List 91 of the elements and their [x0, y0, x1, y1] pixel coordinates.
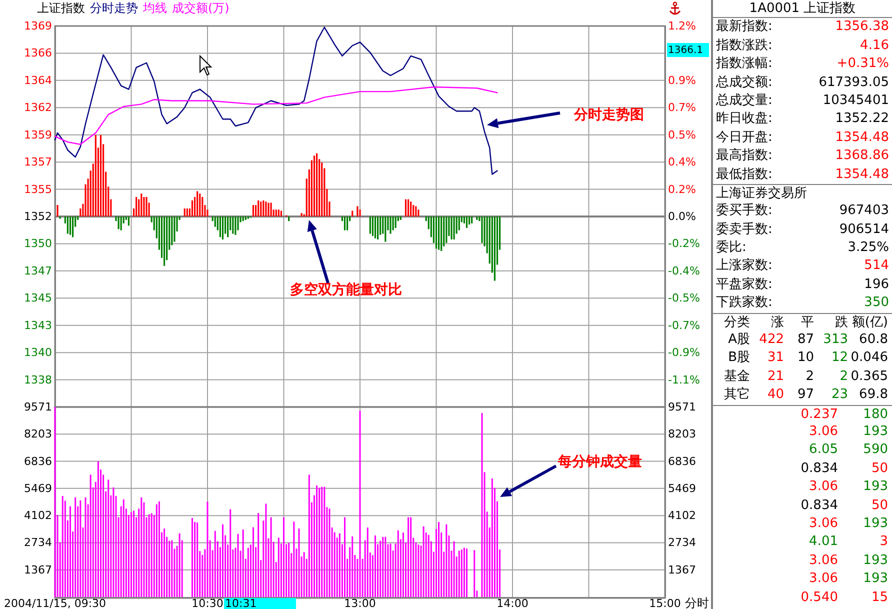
y2-tick-label: 1367 [668, 563, 696, 576]
y2-tick-label: -0.5% [668, 292, 700, 305]
y-tick-label: 1362 [24, 101, 52, 114]
text: 平盘家数: 196 [716, 276, 889, 292]
y-tick-label: 2734 [24, 536, 52, 550]
y2-tick-label: 9571 [668, 400, 696, 414]
text: A股 422 87 313 60.8 [727, 331, 888, 350]
y-tick-label: 1359 [24, 128, 52, 142]
y2-tick-label: 6836 [668, 454, 696, 468]
text: 基金 21 2 2 0.365 [724, 368, 888, 384]
text: 委比: 3.25% [716, 240, 889, 256]
y-tick-label: 1340 [24, 346, 52, 360]
y-tick-label: 6836 [24, 454, 52, 468]
y2-tick-label: 4102 [668, 509, 696, 522]
text: 指数涨跌: 4.16 [716, 38, 889, 53]
annotation: 多空双方能量对比 [290, 280, 402, 298]
text: 最低指数: 1354.48 [716, 166, 889, 182]
text: 4.01 3 [809, 534, 888, 550]
y-tick-label: 1338 [24, 373, 52, 386]
chart-title: 上证指数 [37, 1, 85, 15]
text: 总成交量: 10345401 [716, 92, 889, 108]
text: B股 31 10 12 0.046 [728, 350, 888, 366]
y2-tick-label: 0.4% [668, 156, 696, 169]
y-tick-label: 1367 [24, 563, 52, 576]
y2-tick-label: 0.2% [668, 182, 696, 196]
x-tick-label: 2004/11/15, 09:30 [4, 597, 106, 609]
text: 均线 [143, 1, 167, 15]
text: 分时走势 [90, 1, 138, 15]
y-tick-label: 1343 [24, 318, 52, 332]
y-tick-label: 1364 [24, 74, 52, 87]
text: 最高指数: 1368.86 [716, 148, 889, 164]
y-tick-label: 1357 [24, 156, 52, 169]
text: 3.06 193 [809, 479, 888, 494]
y2-tick-label: 0.9% [668, 74, 696, 87]
y2-tick-label: 5469 [668, 482, 696, 495]
y2-tick-label: -0.4% [668, 264, 700, 278]
y-tick-label: 1352 [24, 210, 52, 223]
y2-tick-label: -0.9% [668, 346, 700, 360]
text: 0.540 15 [800, 590, 888, 604]
y-tick-label: 1355 [24, 182, 52, 196]
y2-tick-label: 1.2% [668, 20, 696, 32]
text: 0.237 180 [800, 406, 888, 422]
text: 上涨家数: 514 [716, 258, 889, 274]
y-tick-label: 1347 [24, 264, 52, 278]
text: 指数涨幅: +0.31% [716, 56, 889, 72]
y-tick-label: 8203 [24, 428, 52, 441]
text: 0.834 50 [800, 460, 888, 476]
x-tick-label: 10:30 [192, 597, 224, 609]
line-series [54, 26, 498, 175]
annotation: 每分钟成交量 [557, 452, 642, 470]
y2-tick-label: 0.5% [668, 128, 696, 142]
text: 1A0001 上证指数 [713, 0, 892, 18]
y-tick-label: 1369 [24, 20, 52, 32]
text: 总成交额: 617393.05 [716, 74, 889, 90]
text: 1366.1 [668, 45, 703, 56]
text: 分类 涨 平 跌 额(亿) [724, 314, 888, 330]
y-tick-label: 4102 [24, 509, 52, 522]
text: 3.06 193 [809, 516, 888, 531]
y2-tick-label: -0.7% [668, 318, 700, 332]
x-tick-label: 14:00 [496, 597, 528, 609]
y2-tick-label: 8203 [668, 428, 696, 441]
text: 3.06 193 [809, 424, 888, 439]
x-tick-label: 13:00 [344, 597, 376, 609]
text: 0.834 50 [800, 498, 888, 513]
y-tick-label: 1350 [24, 237, 52, 250]
text: 最新指数: 1356.38 [716, 19, 889, 34]
y-tick-label: 1345 [24, 292, 52, 305]
y2-tick-label: 2734 [668, 536, 696, 550]
y2-tick-label: 0.0% [668, 210, 696, 223]
text: 委卖手数: 906514 [716, 222, 889, 237]
y2-tick-label: -1.1% [668, 373, 700, 386]
text: 昨日收盘: 1352.22 [716, 111, 889, 126]
x-tick-label: 15:00 [649, 597, 681, 609]
line-series [54, 86, 498, 145]
x-axis-title: 分时 [684, 596, 709, 609]
y2-tick-label: 0.7% [668, 101, 696, 114]
annotation: 10:31 [225, 597, 257, 609]
y2-tick-label: -0.2% [668, 237, 700, 250]
text: 3.06 193 [809, 571, 888, 586]
y-tick-label: 9571 [24, 400, 52, 414]
text: 今日开盘: 1354.48 [716, 130, 889, 145]
text: 6.05 590 [809, 442, 888, 458]
text: 3.06 193 [809, 552, 888, 568]
text: 下跌家数: 350 [716, 295, 889, 310]
y-tick-label: 1366 [24, 46, 52, 60]
text: 上海证券交易所 [716, 184, 889, 202]
text: 其它 40 97 23 69.8 [724, 387, 888, 402]
annotation: 分时走势图 [573, 106, 644, 123]
text: 成交额(万) [172, 1, 230, 15]
text: 委买手数: 967403 [716, 203, 889, 218]
y-tick-label: 5469 [24, 482, 52, 495]
